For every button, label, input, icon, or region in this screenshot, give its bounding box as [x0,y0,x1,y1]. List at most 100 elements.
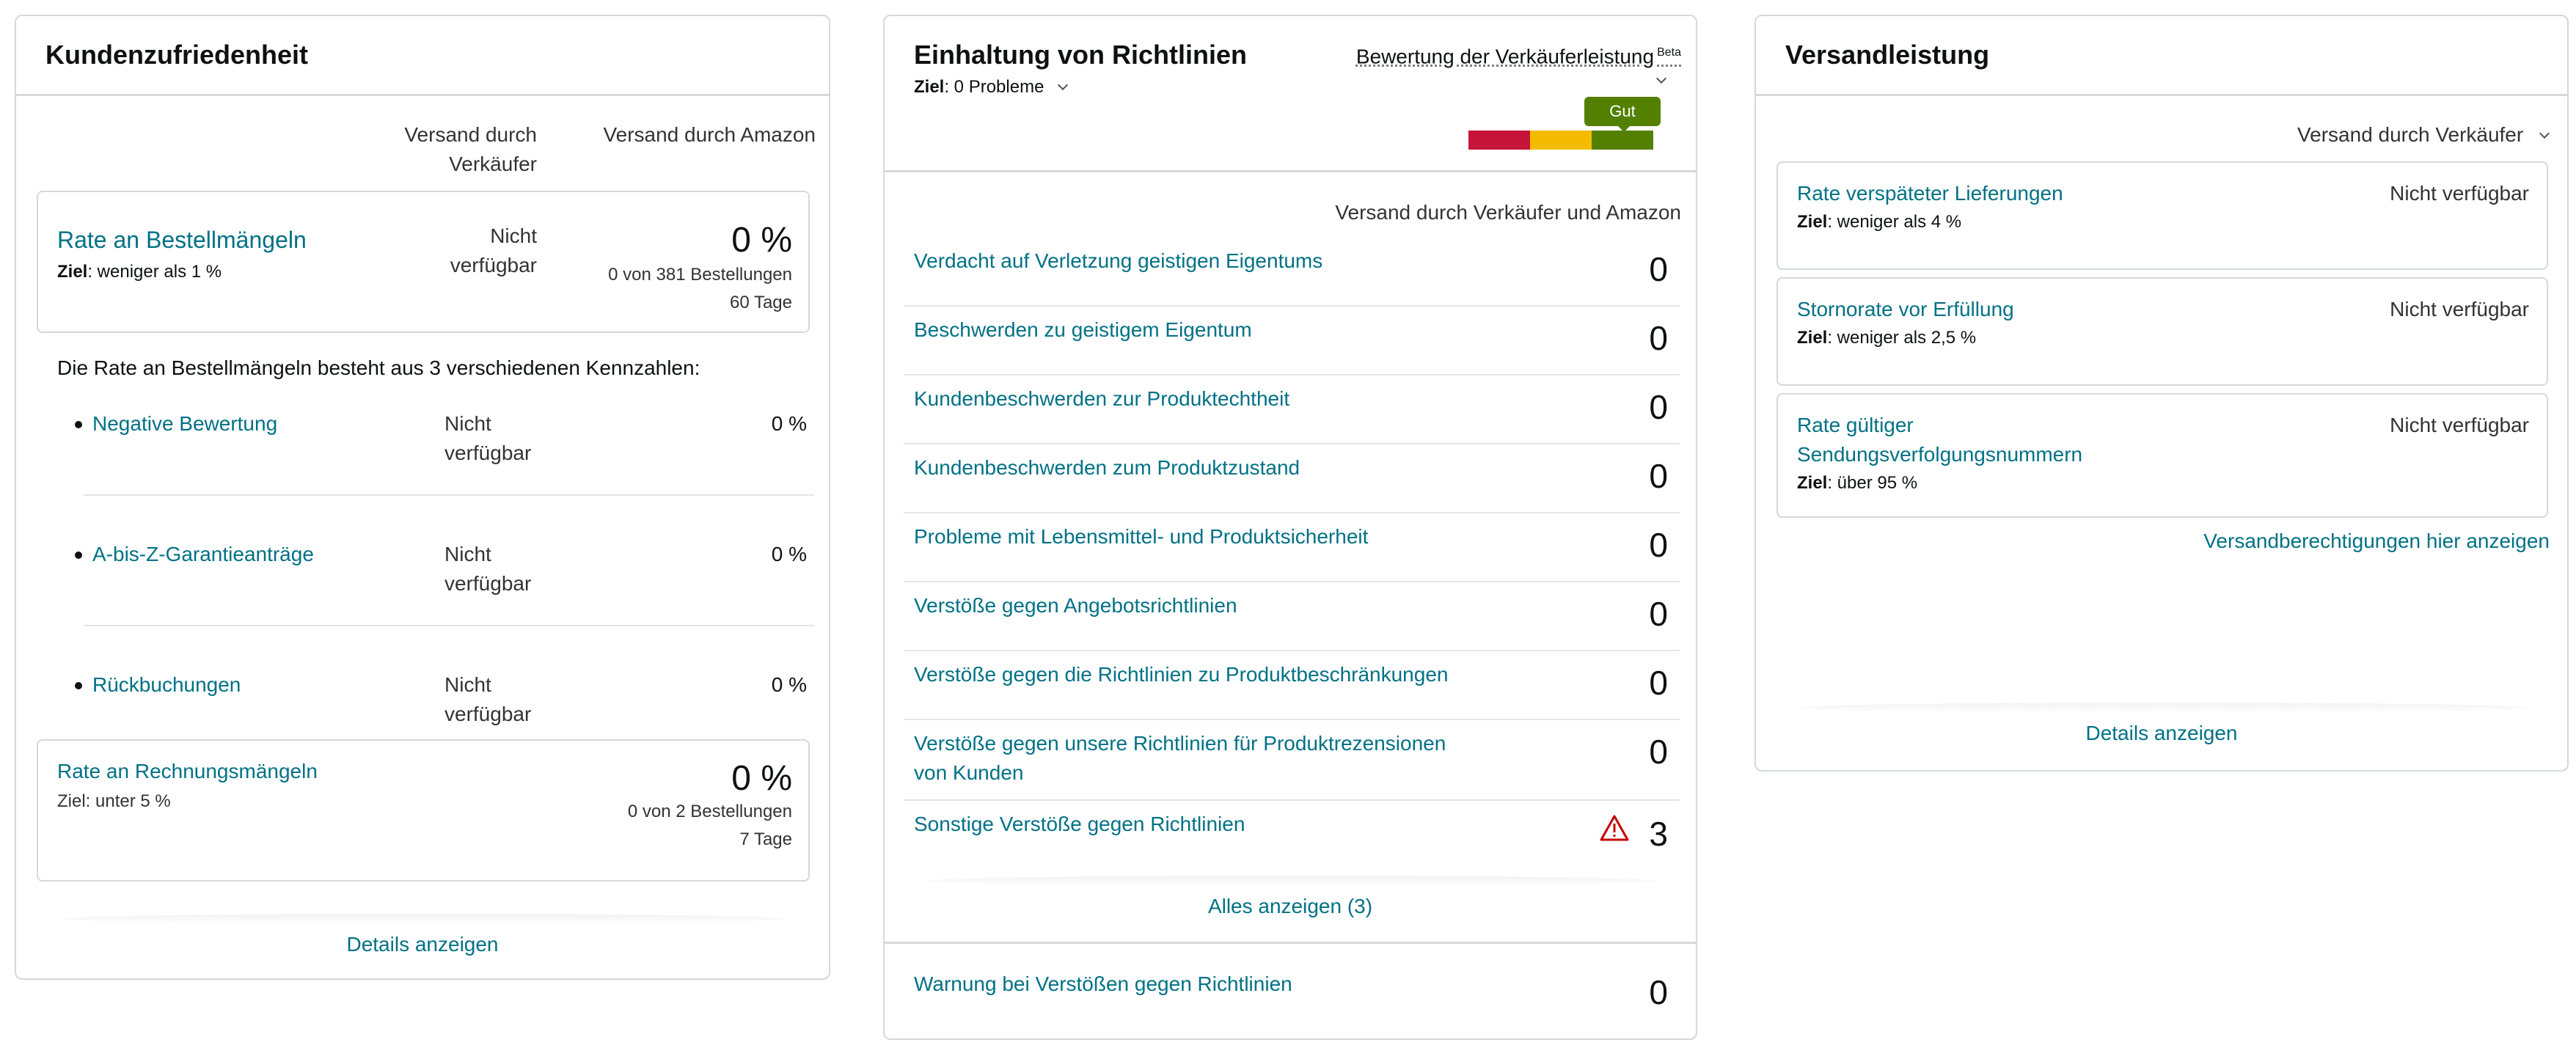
fulfillment-channel-dropdown[interactable]: Versand durch Verkäufer [2123,120,2550,150]
policy-issue-count: 0 [1649,388,1668,426]
policy-compliance-card: Einhaltung von Richtlinien Ziel: 0 Probl… [883,15,1697,1040]
seller-rating-badge: Gut [1584,97,1661,126]
late-shipment-rate-value: Nicht verfügbar [2390,182,2529,205]
divider [904,512,1680,513]
negative-feedback-seller-value: Nicht verfügbar [444,412,532,464]
seller-rating-bar-fair [1530,131,1592,150]
invoice-defect-rate-target: Ziel: unter 5 % [57,791,171,811]
chargebacks-link[interactable]: Rückbuchungen [92,673,241,696]
late-shipment-rate-link[interactable]: Rate verspäteter Lieferungen [1797,182,2063,205]
seller-rating-bar-poor [1468,131,1530,150]
bullet [75,421,82,428]
negative-feedback-amazon-value: 0 % [771,412,807,435]
divider [84,494,814,496]
policy-issue-link[interactable]: Verstöße gegen die Richtlinien zu Produk… [914,663,1449,686]
divider [1756,94,2567,96]
chevron-down-icon [2539,128,2550,139]
valid-tracking-rate-target: Ziel: über 95 % [1797,473,1918,493]
beta-badge: Beta [1657,46,1681,59]
policy-issue-link[interactable]: Sonstige Verstöße gegen Richtlinien [914,813,1245,835]
show-all-link[interactable]: Alles anzeigen (3) [1207,895,1373,917]
chargebacks-amazon-value: 0 % [771,673,807,696]
customer-satisfaction-card: Kundenzufriedenheit Versand durch Verkäu… [15,15,830,980]
divider [16,94,829,96]
invoice-defect-rate-box: Rate an Rechnungsmängeln Ziel: unter 5 %… [37,739,810,882]
policy-warning-link[interactable]: Warnung bei Verstößen gegen Richtlinien [914,972,1292,995]
policy-issue-count: 0 [1649,457,1668,495]
valid-tracking-rate-value: Nicht verfügbar [2390,414,2529,436]
divider [885,942,1696,944]
divider [904,374,1680,375]
policy-column-header: Versand durch Verkäufer und Amazon [1335,201,1681,224]
shipping-performance-card: Versandleistung Versand durch Verkäufer … [1754,15,2569,772]
policy-target[interactable]: Ziel: 0 Probleme [914,75,1069,100]
order-defect-rate-target: Ziel: weniger als 1 % [57,262,222,282]
pre-fulfillment-cancel-rate-target: Ziel: weniger als 2,5 % [1797,328,1977,348]
divider [904,443,1680,444]
odr-composition-text: Die Rate an Bestellmängeln besteht aus 3… [57,356,700,379]
seller-rating-bar-good [1592,131,1653,150]
divider [904,581,1680,582]
divider [904,650,1680,651]
policy-issue-count: 0 [1649,319,1668,357]
order-defect-rate-orders: 0 von 381 Bestellungen [608,265,792,285]
policy-issue-link[interactable]: Verstöße gegen unsere Richtlinien für Pr… [914,732,1446,784]
shipping-details-link[interactable]: Details anzeigen [2085,722,2238,744]
order-defect-rate-box: Rate an Bestellmängeln Ziel: weniger als… [37,191,810,333]
order-defect-rate-period: 60 Tage [730,293,792,312]
policy-issue-count: 0 [1649,526,1668,564]
invoice-defect-rate-orders: 0 von 2 Bestellungen [627,802,792,821]
customer-satisfaction-title: Kundenzufriedenheit [45,40,308,70]
valid-tracking-rate-link[interactable]: Rate gültiger Sendungsverfolgungsnummern [1797,414,2083,466]
order-defect-rate-link[interactable]: Rate an Bestellmängeln [57,227,307,253]
order-defect-rate-amazon-value: 0 % [731,221,792,260]
pre-fulfillment-cancel-rate-link[interactable]: Stornorate vor Erfüllung [1797,298,2014,320]
pre-fulfillment-cancel-rate-value: Nicht verfügbar [2390,298,2529,320]
late-shipment-rate-box: Rate verspäteter Lieferungen Ziel: wenig… [1777,161,2548,270]
policy-issue-link[interactable]: Probleme mit Lebensmittel- und Produktsi… [914,525,1369,548]
negative-feedback-link[interactable]: Negative Bewertung [92,412,278,435]
invoice-defect-rate-link[interactable]: Rate an Rechnungsmängeln [57,760,318,783]
shipping-performance-title: Versandleistung [1785,40,1990,70]
divider [84,625,814,626]
column-header-amazon: Versand durch Amazon [603,123,816,146]
policy-issue-link[interactable]: Kundenbeschwerden zum Produktzustand [914,456,1300,479]
invoice-defect-rate-value: 0 % [731,759,792,798]
late-shipment-rate-target: Ziel: weniger als 4 % [1797,212,1962,232]
divider [1800,703,2526,713]
column-header-seller: Versand durch Verkäufer [404,123,537,175]
chevron-down-icon[interactable] [1655,73,1667,84]
warning-icon [1600,815,1629,841]
seller-rating-label[interactable]: Bewertung der Verkäuferleistung Beta [1355,45,1681,68]
policy-issue-count: 0 [1649,733,1668,771]
divider [929,876,1655,886]
policy-issue-count: 0 [1649,595,1668,633]
policy-issue-count: 0 [1649,664,1668,702]
divider [904,799,1680,801]
policy-issue-link[interactable]: Verstöße gegen Angebotsrichtlinien [914,594,1237,617]
policy-issue-link[interactable]: Beschwerden zu geistigem Eigentum [914,318,1252,341]
chevron-down-icon [1058,79,1069,91]
valid-tracking-rate-box: Rate gültiger Sendungsverfolgungsnummern… [1777,393,2548,518]
a-to-z-claims-link[interactable]: A-bis-Z-Garantieanträge [92,543,314,565]
bullet [75,552,82,559]
divider [60,914,786,924]
policy-compliance-title: Einhaltung von Richtlinien [914,40,1247,70]
customer-details-link[interactable]: Details anzeigen [346,933,499,956]
a-to-z-claims-seller-value: Nicht verfügbar [444,543,532,595]
order-defect-rate-seller-value: Nicht verfügbar [450,224,537,276]
policy-issue-count: 0 [1649,250,1668,288]
divider [904,719,1680,720]
invoice-defect-rate-period: 7 Tage [739,829,792,849]
seller-rating-badge-pointer [1617,125,1631,132]
policy-issue-link[interactable]: Kundenbeschwerden zur Produktechtheit [914,387,1290,410]
a-to-z-claims-amazon-value: 0 % [771,543,807,565]
policy-warning-count: 0 [1649,973,1668,1011]
policy-issue-count: 3 [1649,815,1668,853]
policy-issue-link[interactable]: Verdacht auf Verletzung geistigen Eigent… [914,249,1323,272]
divider [885,170,1696,172]
pre-fulfillment-cancel-rate-box: Stornorate vor Erfüllung Ziel: weniger a… [1777,277,2548,386]
bullet [75,682,82,689]
chargebacks-seller-value: Nicht verfügbar [444,673,532,725]
shipping-eligibility-link[interactable]: Versandberechtigungen hier anzeigen [2203,530,2550,552]
